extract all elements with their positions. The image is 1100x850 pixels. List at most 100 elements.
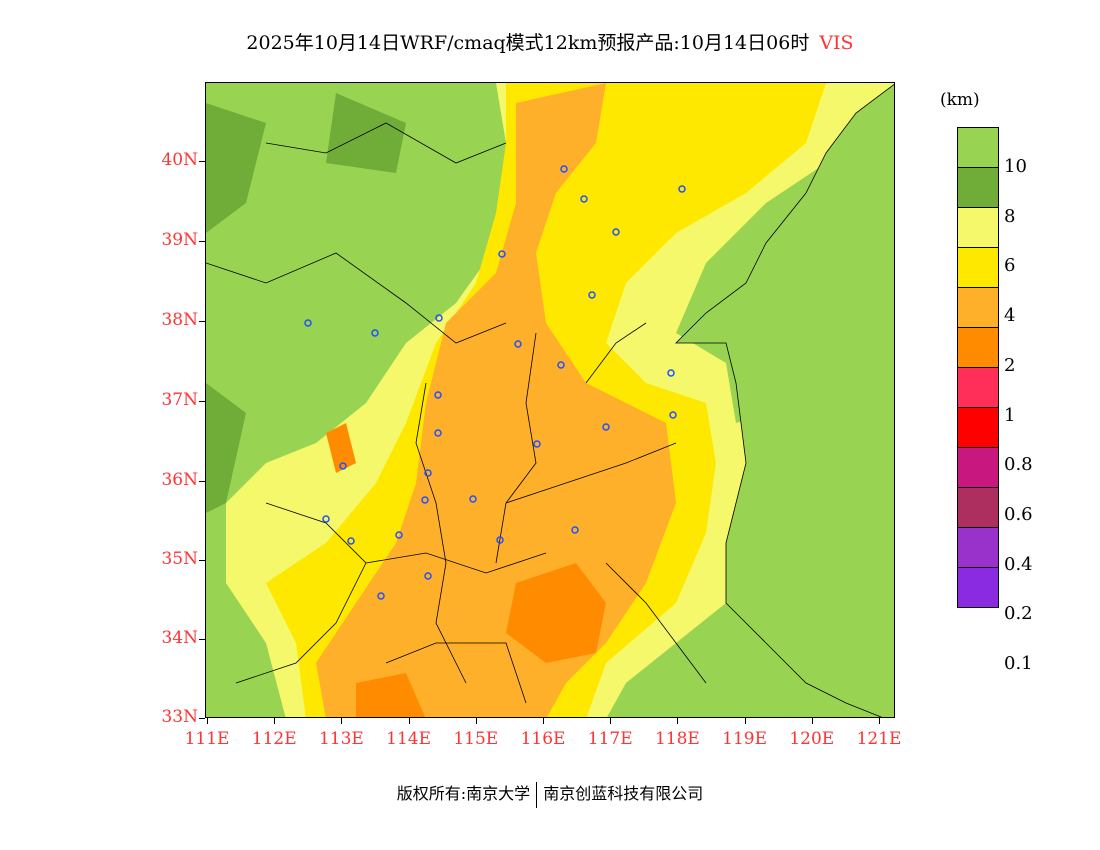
colorbar-label: 10 <box>1004 156 1027 177</box>
city-marker <box>571 526 579 534</box>
colorbar-swatch <box>958 568 998 607</box>
province-boundaries <box>206 122 707 704</box>
city-marker <box>304 319 312 327</box>
lat-tick <box>199 241 205 242</box>
city-marker <box>339 462 347 470</box>
sea-coastline <box>675 84 894 717</box>
lat-tick <box>199 560 205 561</box>
lon-tick <box>475 718 477 724</box>
lon-tick <box>274 718 276 724</box>
lat-label: 33N <box>161 707 198 727</box>
visibility-map <box>205 82 895 718</box>
colorbar-label: 0.8 <box>1004 454 1033 476</box>
lat-label: 36N <box>161 470 198 490</box>
lat-tick <box>199 401 205 402</box>
colorbar-swatch <box>958 328 998 368</box>
visibility-contours <box>206 83 894 717</box>
lat-label: 34N <box>161 628 198 648</box>
lon-label: 120E <box>789 729 835 749</box>
colorbar-swatch <box>958 168 998 208</box>
company-text: 南京创蓝科技有限公司 <box>543 784 704 803</box>
lat-tick <box>199 161 205 162</box>
city-marker <box>612 228 620 236</box>
city-marker <box>533 440 541 448</box>
city-marker <box>377 592 385 600</box>
lon-tick <box>879 718 880 724</box>
lon-tick <box>744 718 746 724</box>
colorbar-label: 2 <box>1004 354 1016 376</box>
lon-label: 114E <box>386 729 432 749</box>
title-text: 2025年10月14日WRF/cmaq模式12km预报产品:10月14日06时 <box>246 32 810 54</box>
footer-separator <box>536 781 538 808</box>
city-marker <box>669 411 677 419</box>
city-marker <box>580 195 588 203</box>
lat-tick <box>199 321 205 322</box>
lat-tick <box>199 481 205 482</box>
lat-label: 37N <box>161 390 198 410</box>
colorbar <box>957 127 999 608</box>
lon-tick <box>543 718 544 724</box>
city-marker <box>395 531 403 539</box>
map-title: 2025年10月14日WRF/cmaq模式12km预报产品:10月14日06时 V… <box>0 28 1100 55</box>
city-marker <box>557 361 565 369</box>
lon-tick <box>610 718 612 724</box>
colorbar-label: 6 <box>1004 255 1016 277</box>
colorbar-swatch <box>958 408 998 448</box>
lat-label: 39N <box>161 230 198 250</box>
colorbar-swatch <box>958 208 998 248</box>
lat-label: 38N <box>161 310 198 330</box>
copyright-text: 版权所有:南京大学 <box>396 784 531 803</box>
dark-orange-zone <box>326 423 606 717</box>
colorbar-label: 0.4 <box>1004 553 1033 575</box>
city-marker <box>322 515 330 523</box>
city-marker <box>434 391 442 399</box>
lon-label: 117E <box>587 729 633 749</box>
lon-tick <box>207 718 208 724</box>
lon-label: 113E <box>318 729 364 749</box>
colorbar-label: 0.1 <box>1004 653 1033 674</box>
city-marker <box>434 429 442 437</box>
city-markers <box>304 165 686 600</box>
colorbar-label: 4 <box>1004 305 1016 327</box>
colorbar-swatch <box>958 488 998 528</box>
colorbar-label: 8 <box>1004 205 1016 227</box>
city-marker <box>514 340 522 348</box>
city-marker <box>496 536 504 544</box>
lon-label: 116E <box>520 729 566 749</box>
colorbar-swatch <box>958 128 998 168</box>
lon-label: 121E <box>856 729 902 749</box>
variable-name: VIS <box>819 32 854 54</box>
colorbar-swatch <box>958 248 998 288</box>
legend-unit: (km) <box>940 90 980 110</box>
footer: 版权所有:南京大学 南京创蓝科技有限公司 <box>0 780 1100 808</box>
colorbar-swatch <box>958 448 998 488</box>
lon-label: 118E <box>654 729 700 749</box>
lon-label: 119E <box>722 729 768 749</box>
city-marker <box>667 369 675 377</box>
lon-label: 115E <box>453 729 499 749</box>
colorbar-label: 1 <box>1004 404 1016 426</box>
colorbar-swatch <box>958 368 998 408</box>
city-marker <box>371 329 379 337</box>
colorbar-swatch <box>958 288 998 328</box>
city-marker <box>678 185 686 193</box>
city-marker <box>588 291 596 299</box>
city-marker <box>435 314 443 322</box>
city-marker <box>498 250 506 258</box>
lon-label: 112E <box>251 729 297 749</box>
city-marker <box>347 537 355 545</box>
city-marker <box>602 423 610 431</box>
city-marker <box>424 469 432 477</box>
colorbar-swatch <box>958 528 998 568</box>
orange-zone <box>316 83 676 717</box>
lat-tick <box>199 639 205 640</box>
lon-tick <box>341 718 343 724</box>
city-marker <box>469 495 477 503</box>
lat-label: 35N <box>161 549 198 569</box>
lon-tick <box>677 718 679 724</box>
lon-tick <box>811 718 813 724</box>
lat-tick <box>199 718 205 719</box>
lon-tick <box>408 718 410 724</box>
colorbar-label: 0.6 <box>1004 503 1033 525</box>
lon-label: 111E <box>184 729 230 749</box>
